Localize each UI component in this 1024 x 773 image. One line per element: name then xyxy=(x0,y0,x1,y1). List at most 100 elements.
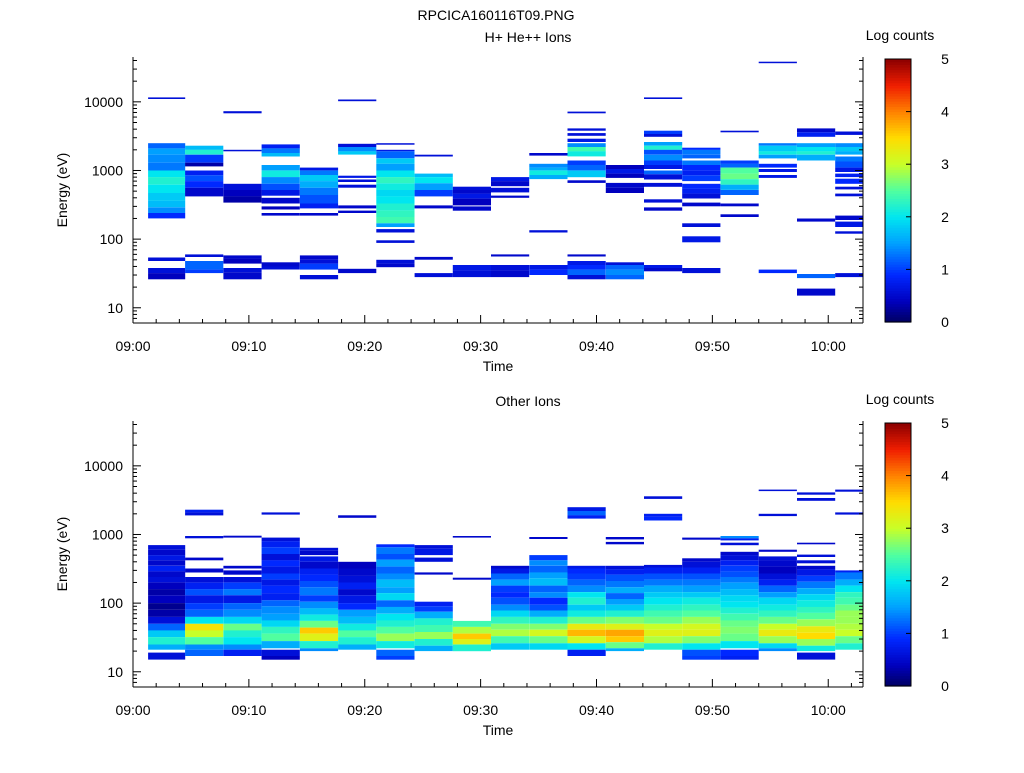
heatmap-cell xyxy=(529,175,568,180)
heatmap-cell xyxy=(261,547,300,554)
heatmap-cell xyxy=(567,568,606,574)
heatmap-cell xyxy=(529,167,568,171)
colorbar-segment xyxy=(885,441,911,445)
colorbar-segment xyxy=(885,314,911,318)
heatmap-cell xyxy=(644,142,683,146)
colorbar-segment xyxy=(885,153,911,157)
colorbar-segment xyxy=(885,449,911,453)
heatmap-cell xyxy=(148,560,186,566)
colorbar-segment xyxy=(885,90,911,94)
colorbar-segment xyxy=(885,425,911,429)
heatmap-cell xyxy=(376,223,415,227)
heatmap-cell xyxy=(148,268,186,274)
colorbar-segment xyxy=(885,222,911,226)
colorbar-segment xyxy=(885,436,911,440)
heatmap-cell xyxy=(758,643,797,649)
heatmap-cell xyxy=(261,148,300,153)
colorbar-segment xyxy=(885,543,911,548)
colorbar-segment xyxy=(885,74,911,79)
x-tick-label: 09:00 xyxy=(115,702,150,718)
heatmap-cell xyxy=(299,181,339,188)
heatmap-cell xyxy=(529,597,568,605)
heatmap-cell xyxy=(491,573,530,580)
heatmap-cell xyxy=(644,629,683,637)
heatmap-cells xyxy=(148,489,863,660)
colorbar-segment xyxy=(885,319,911,323)
heatmap-cell xyxy=(567,180,606,183)
colorbar-tick-label: 4 xyxy=(941,468,949,484)
colorbar-segment xyxy=(885,675,911,679)
heatmap-cell xyxy=(529,572,568,579)
colorbar-segment xyxy=(885,98,911,102)
colorbar-segment xyxy=(885,614,911,619)
heatmap-cell xyxy=(720,538,759,541)
heatmap-cell xyxy=(414,639,453,646)
heatmap-cell xyxy=(682,149,721,155)
heatmap-cell xyxy=(758,604,797,611)
heatmap-cell xyxy=(835,629,863,637)
heatmap-cell xyxy=(261,554,300,561)
colorbar-segment xyxy=(885,211,911,215)
heatmap-cell xyxy=(223,616,262,624)
colorbar-segment xyxy=(885,601,911,606)
heatmap-cell xyxy=(605,587,644,594)
heatmap-cell xyxy=(148,200,186,208)
colorbar-segment xyxy=(885,662,911,666)
heatmap-cell xyxy=(720,613,759,621)
heatmap-cell xyxy=(261,262,300,267)
colorbar-segment xyxy=(885,69,911,73)
heatmap-cell xyxy=(338,630,377,638)
heatmap-cell xyxy=(148,162,186,171)
heatmap-cell xyxy=(567,511,606,516)
heatmap-cell xyxy=(185,616,224,624)
heatmap-cell xyxy=(376,633,415,642)
heatmap-cell xyxy=(376,158,415,164)
heatmap-cell xyxy=(567,592,606,598)
heatmap-cell xyxy=(223,595,262,604)
heatmap-cell xyxy=(223,190,262,197)
colorbar-segment xyxy=(885,636,911,640)
heatmap-cell xyxy=(529,560,568,566)
colorbar-segment xyxy=(885,657,911,661)
heatmap-cell xyxy=(758,154,797,159)
colorbar-segment xyxy=(885,459,911,464)
heatmap-cell xyxy=(797,600,836,607)
colorbar-segment xyxy=(885,114,911,118)
heatmap-cell xyxy=(148,637,186,645)
heatmap-cell xyxy=(148,154,186,163)
heatmap-cell xyxy=(605,165,644,169)
heatmap-cell xyxy=(605,541,644,545)
heatmap-cell xyxy=(299,275,339,280)
heatmap-cell xyxy=(338,595,377,604)
heatmap-cell xyxy=(185,512,224,516)
heatmap-cell xyxy=(414,625,453,632)
heatmap-cell xyxy=(835,604,863,611)
heatmap-cell xyxy=(414,611,453,619)
colorbar-segment xyxy=(885,261,911,265)
colorbar-segment xyxy=(885,237,911,242)
colorbar-segment xyxy=(885,570,911,574)
heatmap-cell xyxy=(491,597,530,605)
heatmap-cell xyxy=(797,560,836,564)
heatmap-cell xyxy=(414,606,453,612)
heatmap-cell xyxy=(148,143,186,149)
heatmap-cell xyxy=(567,128,606,131)
heatmap-cell xyxy=(567,629,606,637)
heatmap-cell xyxy=(491,643,530,650)
heatmap-cell xyxy=(299,587,339,596)
colorbar-segment xyxy=(885,504,911,508)
colorbar-segment xyxy=(885,66,911,71)
heatmap-cell xyxy=(758,623,797,630)
heatmap-cell xyxy=(797,606,836,613)
heatmap-cell xyxy=(835,156,863,162)
heatmap-cell xyxy=(605,565,644,570)
colorbar-segment xyxy=(885,208,911,213)
heatmap-cell xyxy=(720,565,759,572)
colorbar-segment xyxy=(885,119,911,123)
colorbar-segment xyxy=(885,522,911,527)
colorbar-segment xyxy=(885,446,911,450)
colorbar-segment xyxy=(885,520,911,524)
heatmap-cell xyxy=(758,566,797,574)
colorbar-tick-label: 1 xyxy=(941,261,949,277)
heatmap-cell xyxy=(299,255,339,260)
